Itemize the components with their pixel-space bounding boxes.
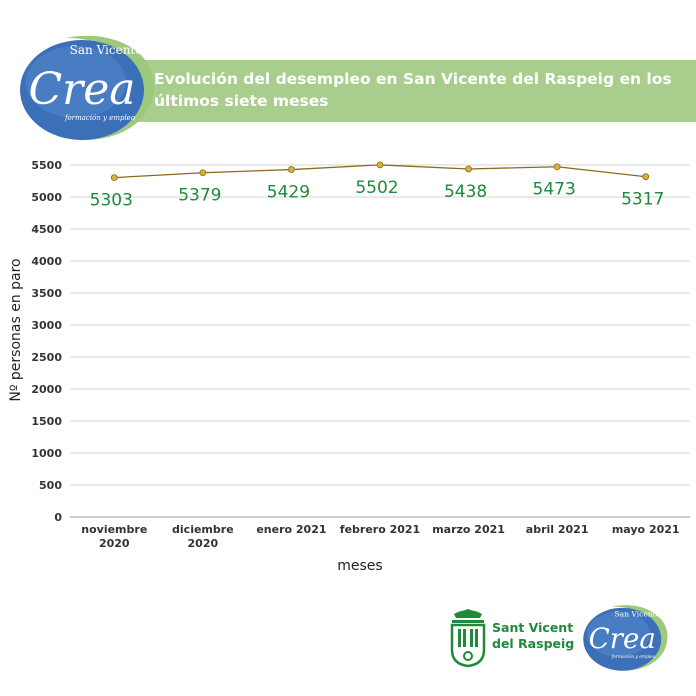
svg-text:formación y empleo: formación y empleo (611, 655, 656, 660)
council-crest-icon (450, 609, 486, 668)
y-tick-label: 2000 (31, 383, 62, 396)
data-point (553, 163, 561, 171)
x-axis-label: meses (337, 558, 383, 574)
data-label: 5303 (90, 191, 133, 211)
x-tick-label: mayo 2021 (612, 523, 680, 536)
y-tick-label: 3500 (31, 287, 62, 300)
data-point (199, 169, 207, 177)
council-name: Sant Vicent del Raspeig (492, 620, 582, 652)
data-point (376, 161, 384, 169)
crea-logo: San Vicente Crea formación y empleo (20, 35, 155, 141)
x-tick-label-line: 2020 (99, 537, 130, 550)
svg-text:San Vicente: San Vicente (615, 610, 661, 619)
y-tick-label: 1500 (31, 415, 62, 428)
x-tick-label-line: mayo 2021 (612, 523, 680, 536)
logo-place: San Vicente (70, 43, 143, 57)
grid-layer (70, 164, 690, 518)
x-tick-label: febrero 2021 (340, 523, 420, 536)
data-label: 5317 (621, 190, 664, 210)
data-label: 5473 (533, 180, 576, 200)
data-point (642, 173, 650, 181)
series-layer (110, 161, 650, 182)
x-tick-label: noviembre 2020 (81, 523, 147, 550)
y-tick-label: 1000 (31, 447, 62, 460)
data-label: 5429 (267, 183, 310, 203)
y-tick-label: 2500 (31, 351, 62, 364)
x-tick-label-line: diciembre (172, 523, 234, 536)
y-tick-labels: 0 500 1000 1500 2000 2500 3000 3500 4000 4500 5000… (31, 159, 62, 524)
y-tick-label: 4500 (31, 223, 62, 236)
crea-logo-small: San Vicente Crea formación y empleo (583, 605, 668, 671)
council-name-line2: del Raspeig (492, 636, 575, 651)
y-tick-label: 0 (54, 511, 62, 524)
x-tick-label: diciembre 2020 (172, 523, 234, 550)
y-tick-label: 500 (39, 479, 62, 492)
line-chart: 0 500 1000 1500 2000 2500 3000 3500 4000 4500 5000… (31, 159, 690, 550)
data-point (110, 174, 118, 182)
x-tick-label-line: abril 2021 (526, 523, 589, 536)
y-tick-label: 3000 (31, 319, 62, 332)
x-tick-label: enero 2021 (256, 523, 326, 536)
council-logo: Sant Vicent del Raspeig (448, 606, 578, 668)
data-label: 5379 (178, 186, 221, 206)
data-label: 5502 (355, 178, 398, 198)
x-tick-label-line: marzo 2021 (432, 523, 505, 536)
logo-blue-blob (20, 40, 144, 140)
council-name-line1: Sant Vicent (492, 620, 574, 635)
y-tick-label: 5000 (31, 191, 62, 204)
x-tick-label: marzo 2021 (432, 523, 505, 536)
x-tick-label-line: noviembre (81, 523, 147, 536)
data-label: 5438 (444, 182, 487, 202)
chart-title: Evolución del desempleo en San Vicente d… (154, 70, 672, 110)
logo-tagline: formación y empleo (64, 114, 135, 122)
y-tick-label: 4000 (31, 255, 62, 268)
header-band (118, 60, 696, 122)
svg-text:Crea: Crea (589, 622, 656, 655)
x-tick-label-line: febrero 2021 (340, 523, 420, 536)
x-tick-label-line: 2020 (188, 537, 219, 550)
x-tick-label-line: enero 2021 (256, 523, 326, 536)
y-axis-label: Nº personas en paro (8, 258, 24, 402)
y-tick-label: 5500 (31, 159, 62, 172)
data-point (288, 166, 295, 173)
data-point (465, 165, 472, 173)
logo-word: Crea (29, 64, 136, 115)
data-labels: 5303 5379 5429 5502 5438 5473 5317 (90, 178, 665, 211)
x-tick-label: abril 2021 (526, 523, 589, 536)
